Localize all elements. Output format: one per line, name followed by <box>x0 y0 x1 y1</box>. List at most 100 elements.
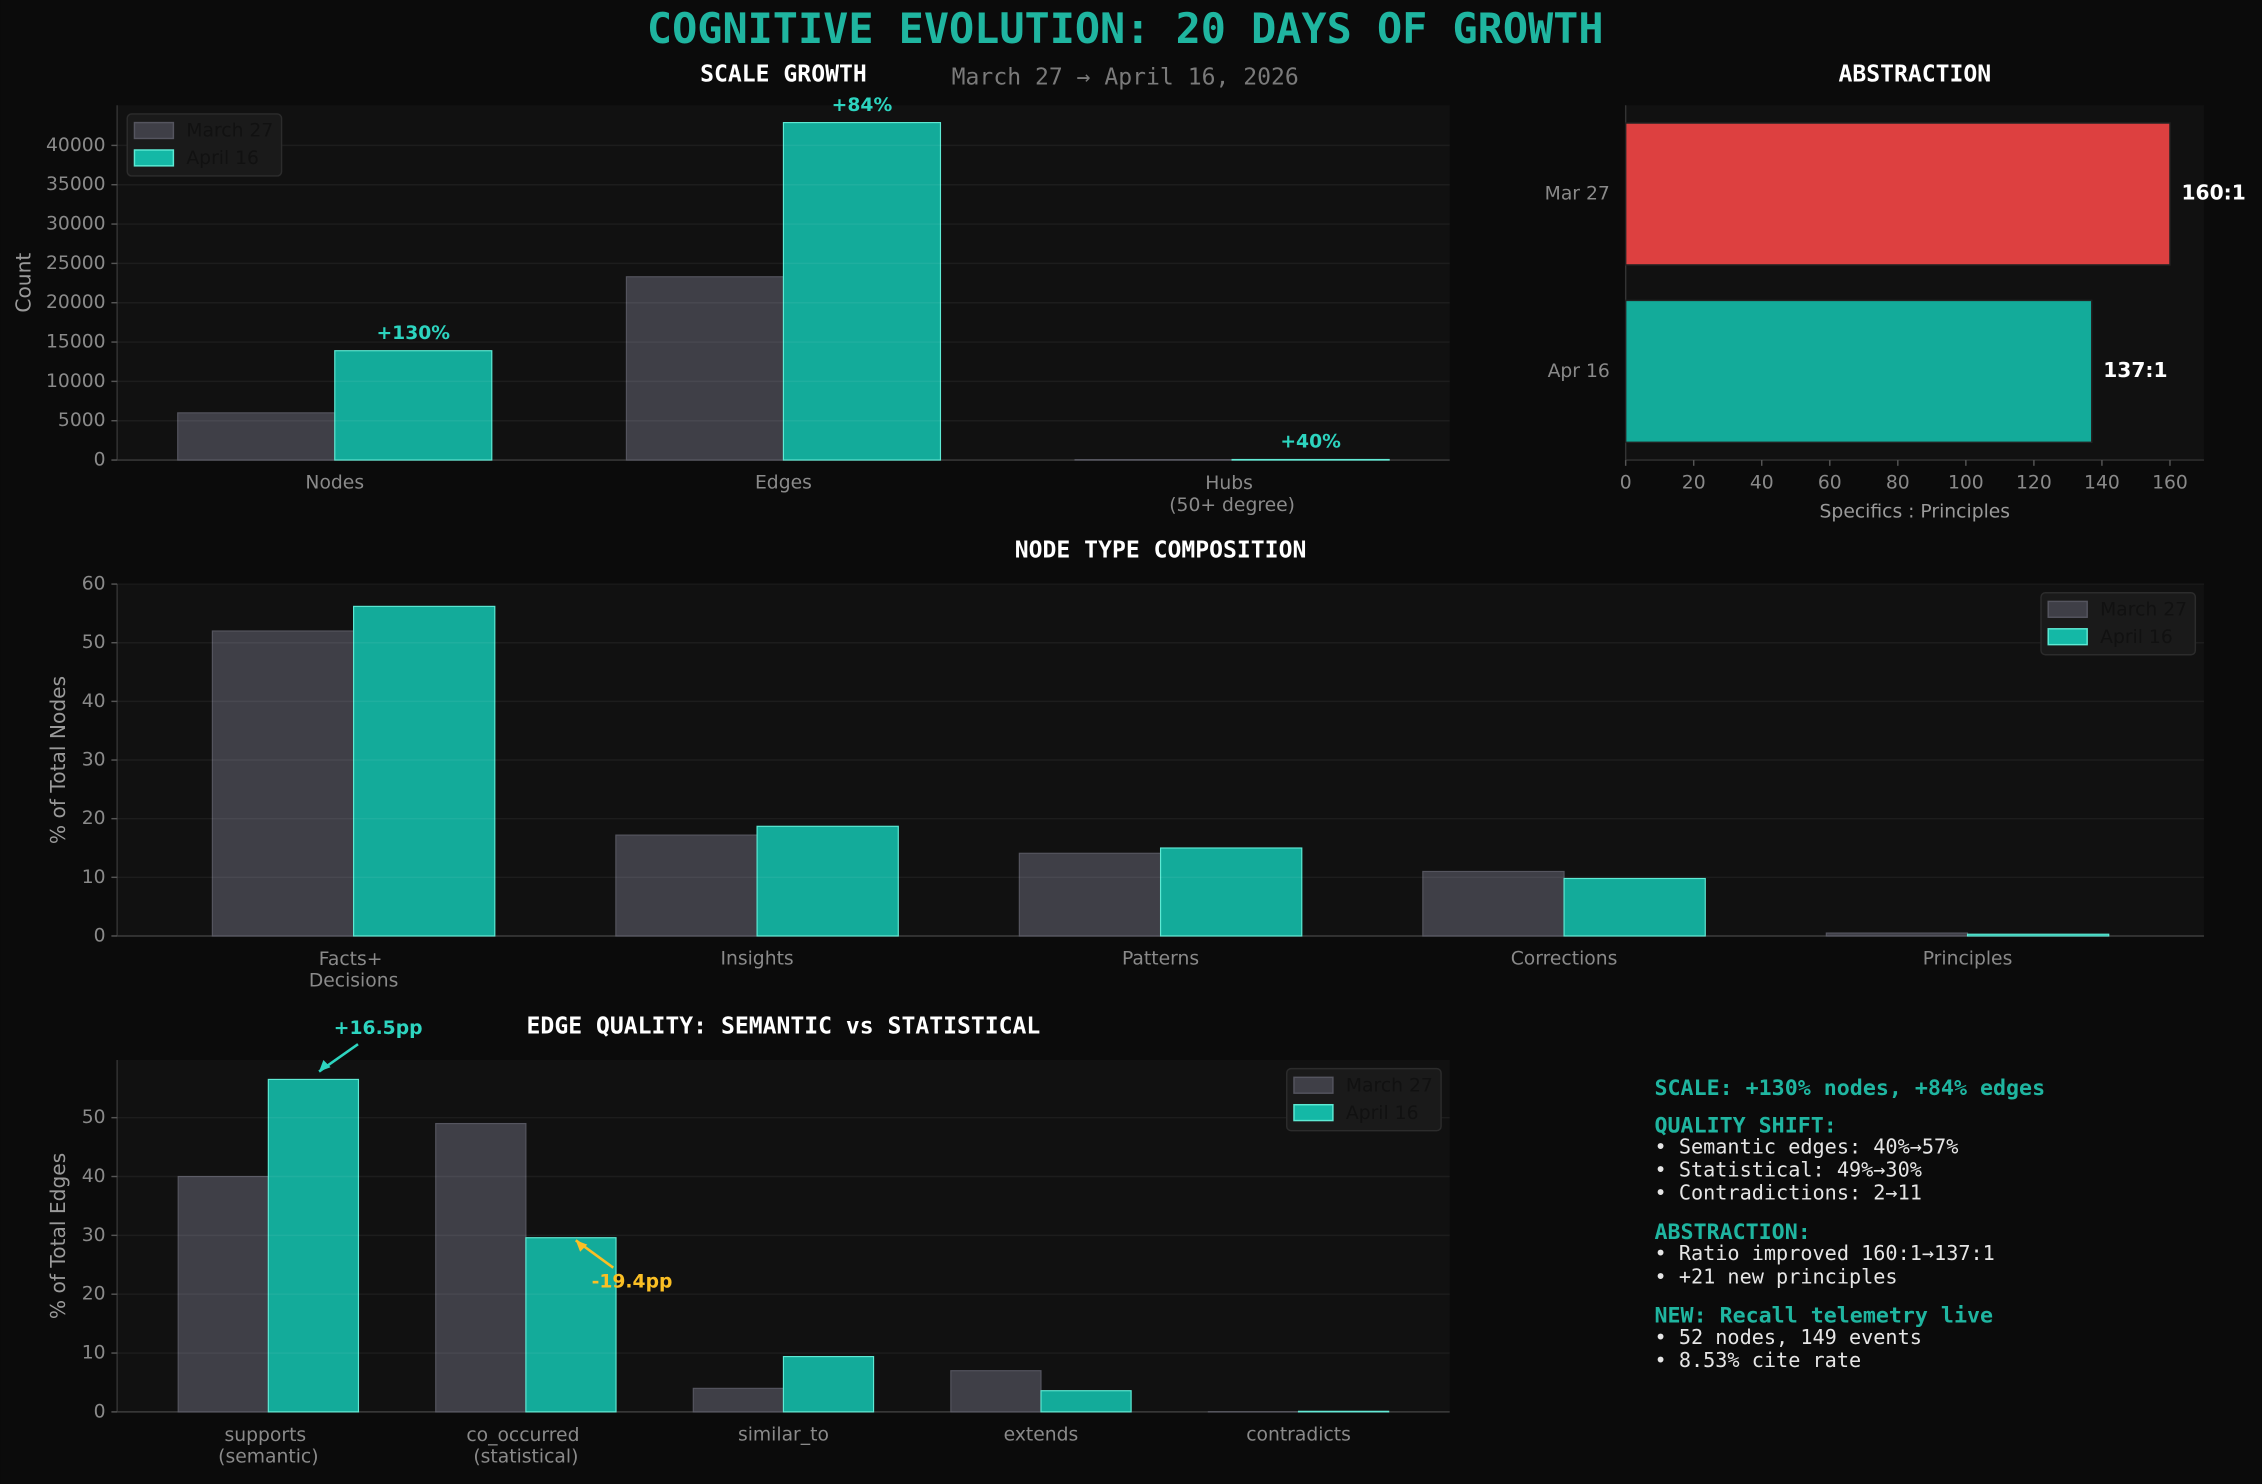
summary-line: • +21 new principles <box>1655 1264 1898 1288</box>
legend-label: March 27 <box>2100 600 2187 621</box>
y-tick-label: 10 <box>82 1343 106 1364</box>
bar <box>353 605 496 937</box>
annotation-arrowhead <box>575 1240 588 1252</box>
bar <box>177 1175 269 1413</box>
annotation: +84% <box>832 95 893 116</box>
y-axis-label: % of Total Nodes <box>46 676 70 844</box>
bar <box>1231 458 1390 461</box>
bar <box>525 1237 617 1413</box>
x-tick-label: Nodes <box>305 473 364 494</box>
x-tick-label: Facts+ Decisions <box>309 949 399 992</box>
x-tick-label: Insights <box>720 949 793 970</box>
chart-title: ABSTRACTION <box>1838 61 1991 87</box>
legend-swatch <box>1293 1103 1334 1122</box>
y-axis-label: % of Total Edges <box>46 1153 70 1319</box>
bar <box>334 350 493 461</box>
chart-title: EDGE QUALITY: SEMANTIC vs STATISTICAL <box>527 1013 1041 1039</box>
chart-title: SCALE GROWTH <box>700 61 867 87</box>
x-tick-label: extends <box>1004 1424 1079 1445</box>
x-tick-label: contradicts <box>1246 1424 1351 1445</box>
x-tick-label: 120 <box>2016 473 2052 494</box>
x-tick-label: 100 <box>1948 473 1984 494</box>
y-tick-label: 0 <box>94 925 106 946</box>
x-tick-label: Corrections <box>1511 949 1618 970</box>
summary-heading: QUALITY SHIFT: <box>1655 1113 1837 1138</box>
summary-heading: NEW: Recall telemetry live <box>1655 1304 1994 1329</box>
summary-heading: SCALE: +130% nodes, +84% edges <box>1655 1076 2046 1101</box>
bar <box>1563 877 1706 937</box>
bar <box>756 825 899 937</box>
x-tick-label: 80 <box>1886 473 1910 494</box>
x-tick-label: co_occurred (statistical) <box>466 1424 585 1467</box>
bar <box>1966 933 2110 937</box>
bar <box>211 630 355 937</box>
chart-title: NODE TYPE COMPOSITION <box>1015 537 1307 563</box>
y-tick-label: 30 <box>82 1225 106 1246</box>
x-tick-label: 60 <box>1818 473 1842 494</box>
y-axis-label: Count <box>11 253 35 313</box>
y-tick-label: 20 <box>82 808 106 829</box>
y-tick-label: 40 <box>82 1166 106 1187</box>
summary-heading: ABSTRACTION: <box>1655 1220 1811 1245</box>
summary-line: • 8.53% cite rate <box>1655 1348 1862 1372</box>
y-tick-label: 30 <box>82 750 106 771</box>
bar <box>782 122 942 461</box>
y-tick-label: 40 <box>82 691 106 712</box>
bar <box>1159 847 1303 937</box>
y-tick-label: Mar 27 <box>1545 183 1610 204</box>
x-tick-label: Patterns <box>1122 949 1199 970</box>
y-tick-label: 30000 <box>46 214 106 235</box>
annotation: -19.4pp <box>592 1272 673 1293</box>
bar <box>1297 1410 1390 1413</box>
bar <box>1422 870 1565 937</box>
y-tick-label: 60 <box>82 574 106 595</box>
y-tick-label: 0 <box>94 1401 106 1422</box>
bar <box>177 412 336 461</box>
legend-swatch <box>2047 628 2088 646</box>
x-tick-label: 20 <box>1682 473 1706 494</box>
summary-line: • Semantic edges: 40%→57% <box>1655 1134 1959 1158</box>
y-tick-label: 50 <box>82 632 106 653</box>
y-tick-label: 0 <box>94 450 106 471</box>
page-title: COGNITIVE EVOLUTION: 20 DAYS OF GROWTH <box>647 4 1604 53</box>
y-tick-label: 10000 <box>46 371 106 392</box>
x-tick-label: Edges <box>755 473 812 494</box>
summary-line: • Ratio improved 160:1→137:1 <box>1655 1241 1995 1265</box>
x-axis-label: Specifics : Principles <box>1820 501 2011 522</box>
page-subtitle: March 27 → April 16, 2026 <box>952 64 1299 90</box>
x-tick-label: 0 <box>1620 473 1632 494</box>
legend-swatch <box>1293 1076 1334 1094</box>
legend-label: April 16 <box>1346 1103 1419 1124</box>
x-tick-label: 40 <box>1750 473 1774 494</box>
value-label: 160:1 <box>2181 180 2245 204</box>
summary-line: • 52 nodes, 149 events <box>1655 1325 1922 1349</box>
summary-line: • Statistical: 49%→30% <box>1655 1158 1922 1182</box>
bar <box>1040 1390 1132 1413</box>
x-tick-label: similar_to <box>738 1424 829 1445</box>
summary-line: • Contradictions: 2→11 <box>1655 1181 1922 1205</box>
value-label: 137:1 <box>2103 358 2167 382</box>
legend-swatch <box>133 149 175 167</box>
y-tick-label: 5000 <box>58 410 106 431</box>
bar <box>782 1356 875 1413</box>
x-tick-label: 160 <box>2152 473 2188 494</box>
legend-swatch <box>133 121 175 140</box>
legend-label: March 27 <box>186 121 273 142</box>
bar <box>950 1370 1042 1413</box>
annotation: +40% <box>1280 432 1341 453</box>
y-tick-label: 40000 <box>46 135 106 156</box>
x-tick-label: 140 <box>2084 473 2120 494</box>
legend-label: March 27 <box>1346 1075 1433 1096</box>
y-tick-label: 50 <box>82 1107 106 1128</box>
legend-label: April 16 <box>186 148 259 169</box>
y-tick-label: 35000 <box>46 174 106 195</box>
bar <box>1624 299 2093 444</box>
x-tick-label: Hubs (50+ degree) <box>1169 473 1295 516</box>
y-tick-label: Apr 16 <box>1548 361 1610 382</box>
bar <box>267 1078 360 1413</box>
bar <box>625 276 785 461</box>
y-tick-label: 20000 <box>46 292 106 313</box>
bar <box>615 834 758 937</box>
bar <box>692 1387 785 1413</box>
